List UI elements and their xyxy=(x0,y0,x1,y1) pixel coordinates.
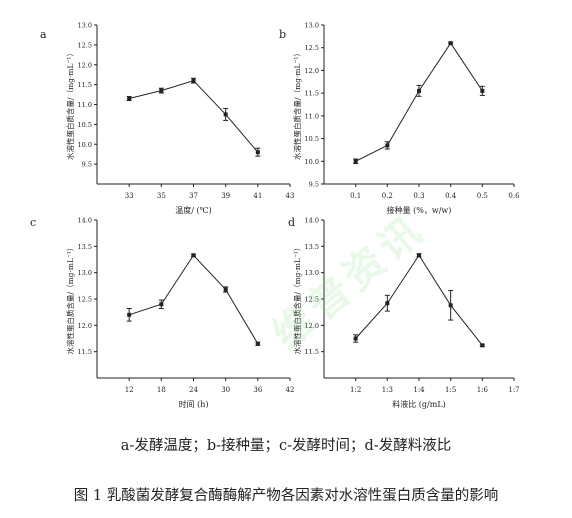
data-point xyxy=(417,88,421,93)
x-tick-label: 1:2 xyxy=(350,386,361,394)
x-tick-label: 1:7 xyxy=(508,386,519,394)
data-point xyxy=(385,143,390,148)
data-point xyxy=(480,343,485,348)
x-tick-label: 12 xyxy=(125,386,134,394)
y-axis-label: 水溶性蛋白质含量/（mg·mL⁻¹） xyxy=(292,244,302,355)
y-tick-label: 12.5 xyxy=(305,296,319,304)
x-tick-label: 0.2 xyxy=(382,192,393,200)
x-tick-label: 1:5 xyxy=(445,386,456,394)
data-point xyxy=(127,96,132,101)
y-tick-label: 10.5 xyxy=(305,135,319,143)
panel-label: a xyxy=(40,28,47,41)
y-tick-label: 10.0 xyxy=(78,141,92,149)
y-tick-label: 12.0 xyxy=(78,61,92,69)
y-tick-label: 9.5 xyxy=(309,181,319,189)
panel-label: d xyxy=(288,216,295,229)
x-axis-label: 料液比 (g/mL) xyxy=(392,399,446,409)
y-tick-label: 12.0 xyxy=(305,67,319,75)
y-tick-label: 13.0 xyxy=(305,269,319,277)
series-line xyxy=(129,80,259,153)
y-tick-label: 13.0 xyxy=(305,22,319,30)
chart-svg: a 33 35 37 39 41 43 9.5 10.0 10.5 11.0 11.5 12.0 12.5… xyxy=(30,22,520,410)
data-point xyxy=(448,303,453,308)
panel-a: a 33 35 37 39 41 43 9.5 10.0 10.5 11.0 11.5 12.0 12.5… xyxy=(40,22,294,216)
x-tick-label: 42 xyxy=(286,386,295,394)
y-tick-label: 10.5 xyxy=(78,121,92,129)
panel-label: b xyxy=(279,28,286,41)
data-point xyxy=(191,78,196,83)
data-point xyxy=(223,112,228,117)
y-tick-label: 13.5 xyxy=(305,243,319,251)
x-tick-label: 35 xyxy=(157,192,166,200)
x-tick-label: 39 xyxy=(221,192,230,200)
panel-c: c 12 18 24 30 36 42 11.5 12.0 12.5 13.0 13.5 14.0 时间 … xyxy=(30,216,294,409)
data-point xyxy=(159,302,164,307)
y-tick-label: 14.0 xyxy=(305,217,319,225)
y-axis-label: 水溶性蛋白质含量/（mg·mL⁻¹） xyxy=(65,244,75,355)
panel-b: b 0.1 0.2 0.3 0.4 0.5 0.6 9.5 10.0 10.5 11.0 11.5 12… xyxy=(279,22,520,216)
x-axis-label: 时间 (h) xyxy=(179,399,209,409)
series-line xyxy=(129,254,259,345)
x-tick-label: 43 xyxy=(286,192,295,200)
y-tick-label: 11.0 xyxy=(305,112,319,120)
x-tick-label: 0.3 xyxy=(413,192,424,200)
data-point xyxy=(255,341,260,346)
y-tick-label: 11.5 xyxy=(305,348,319,356)
panel-d: d 1:2 1:3 1:4 1:5 1:6 1:7 11.5 12.0 12.5 13.0 13.5 1… xyxy=(288,216,520,409)
figure-caption: 图 1 乳酸菌发酵复合酶酶解产物各因素对水溶性蛋白质含量的影响 xyxy=(73,488,499,504)
data-point xyxy=(223,287,228,292)
x-tick-label: 37 xyxy=(189,192,198,200)
x-tick-label: 18 xyxy=(157,386,166,394)
x-tick-label: 30 xyxy=(221,386,230,394)
y-axis-label: 水溶性蛋白质含量/（mg·mL⁻¹） xyxy=(65,49,75,160)
x-tick-label: 24 xyxy=(189,386,198,394)
y-tick-label: 12.0 xyxy=(305,322,319,330)
data-point xyxy=(159,88,164,93)
y-tick-label: 10.0 xyxy=(305,158,319,166)
x-tick-label: 0.6 xyxy=(508,192,520,200)
x-tick-label: 36 xyxy=(253,386,262,394)
y-tick-label: 14.0 xyxy=(78,217,92,225)
y-tick-label: 12.5 xyxy=(305,44,319,52)
x-tick-label: 0.1 xyxy=(350,192,361,200)
x-tick-label: 33 xyxy=(125,192,134,200)
data-point xyxy=(191,253,196,258)
x-tick-label: 0.5 xyxy=(477,192,488,200)
data-point xyxy=(353,336,358,341)
y-tick-label: 11.5 xyxy=(305,90,319,98)
y-tick-label: 11.0 xyxy=(78,101,92,109)
y-tick-label: 11.5 xyxy=(78,348,92,356)
data-point xyxy=(127,312,132,317)
data-point xyxy=(448,41,453,46)
x-tick-label: 1:6 xyxy=(477,386,489,394)
x-tick-label: 41 xyxy=(253,192,262,200)
y-tick-label: 12.0 xyxy=(78,322,92,330)
y-tick-label: 13.0 xyxy=(78,22,92,30)
data-point xyxy=(417,253,421,258)
y-tick-label: 13.0 xyxy=(78,269,92,277)
y-tick-label: 13.5 xyxy=(78,243,92,251)
y-tick-label: 9.5 xyxy=(82,161,92,169)
y-tick-label: 12.5 xyxy=(78,41,92,49)
panel-label: c xyxy=(30,216,36,229)
panel-legend-text: a-发酵温度；b-接种量；c-发酵时间；d-发酵料液比 xyxy=(120,438,452,454)
data-point xyxy=(385,301,390,306)
series-line xyxy=(355,42,483,162)
data-point xyxy=(255,150,260,155)
data-point xyxy=(353,159,358,164)
x-axis-label: 接种量 (%，w/w) xyxy=(387,205,452,215)
x-axis-label: 温度/ (℃) xyxy=(175,205,211,215)
data-point xyxy=(480,88,485,93)
y-tick-label: 12.5 xyxy=(78,296,92,304)
x-tick-label: 1:3 xyxy=(382,386,393,394)
y-axis-label: 水溶性蛋白质含量/（mg·mL⁻¹） xyxy=(292,49,302,160)
y-tick-label: 11.5 xyxy=(78,81,92,89)
x-tick-label: 0.4 xyxy=(445,192,457,200)
x-tick-label: 1:4 xyxy=(413,386,425,394)
